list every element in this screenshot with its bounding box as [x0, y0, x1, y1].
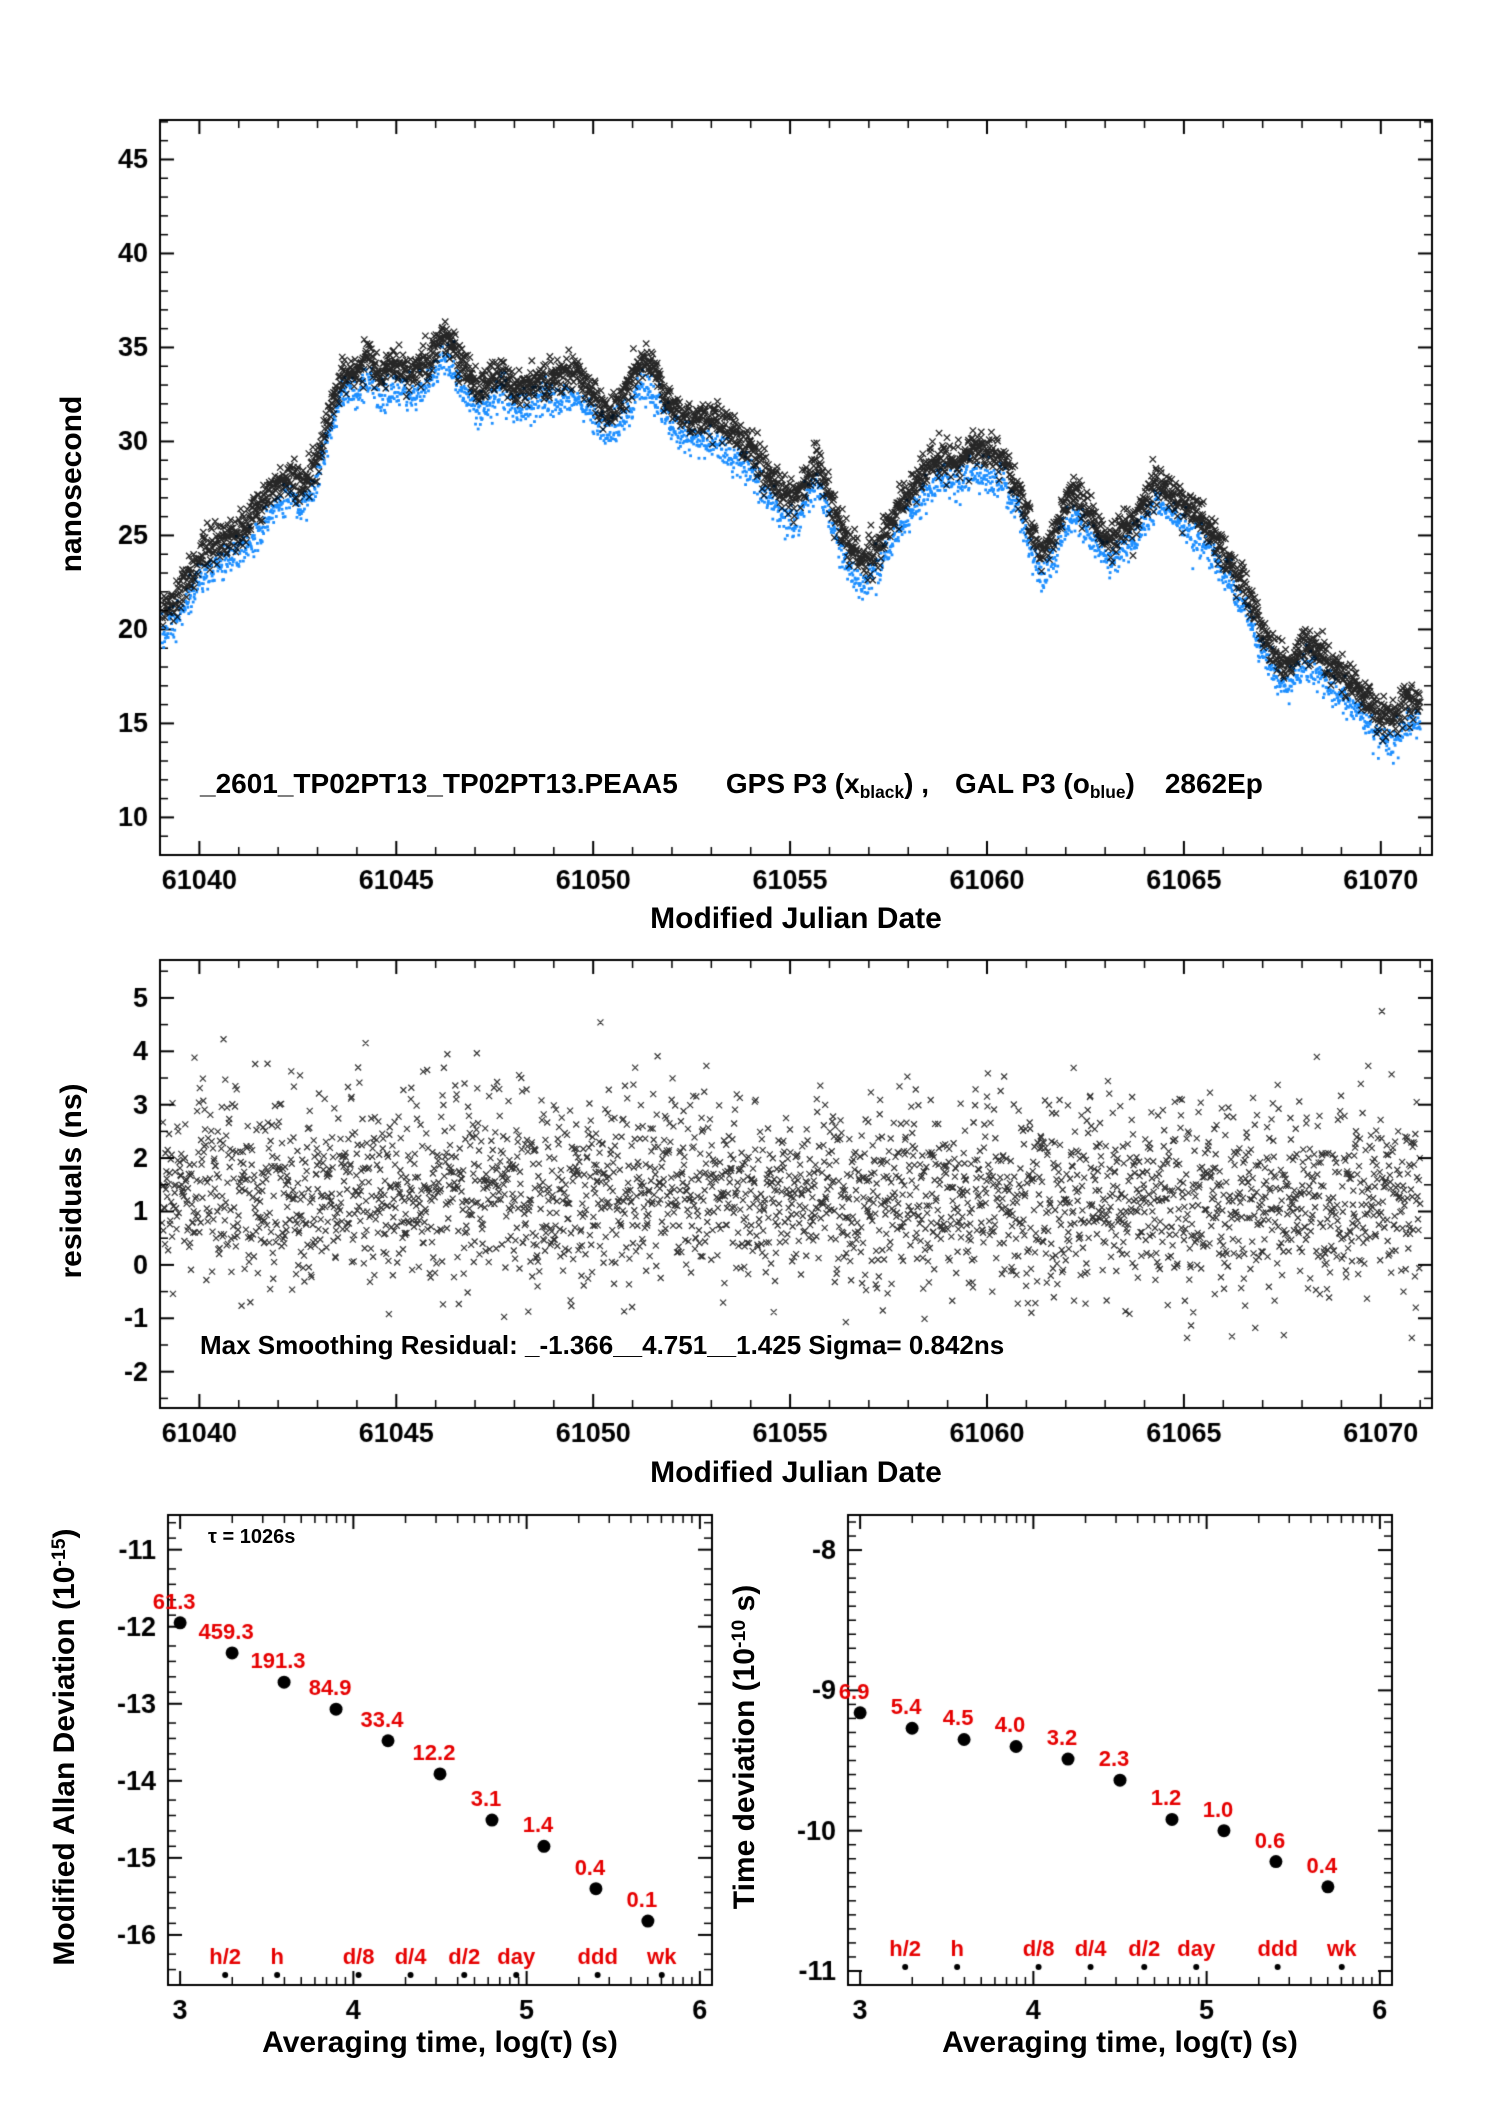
tdev-exponent: -10 [728, 1619, 751, 1648]
series2-label: GAL P3 (oblue) [954, 768, 1135, 803]
mad-exponent: -15 [48, 1538, 71, 1567]
tdev-xaxis-title: Averaging time, log(τ) (s) [942, 2026, 1298, 2059]
residual-xaxis-title: Modified Julian Date [650, 1456, 942, 1489]
tau-annotation: τ = 1026s [208, 1526, 296, 1548]
file-label: _2601_TP02PT13_TP02PT13.PEAA5 [200, 768, 678, 799]
mad-xaxis-title: Averaging time, log(τ) (s) [262, 2026, 618, 2059]
mad-yaxis-title: Modified Allan Deviation (10-15) [48, 1528, 81, 1966]
residual-annotation: Max Smoothing Residual: _-1.366__4.751__… [200, 1330, 1005, 1360]
series1-label: GPS P3 (xblack) , [725, 768, 929, 803]
residual-yaxis-title: residuals (ns) [55, 1083, 88, 1279]
top-yaxis-title: nanosecond [55, 395, 88, 573]
tdev-yaxis-title: Time deviation (10-10 s) [728, 1584, 761, 1910]
top-xaxis-title: Modified Julian Date [650, 902, 942, 935]
series1-color-sub: black [859, 782, 905, 803]
top-panel-annotation: _2601_TP02PT13_TP02PT13.PEAA5 GPS P3 (xbl… [200, 768, 1263, 803]
series2-color-sub: blue [1089, 782, 1126, 803]
epoch-count-label: 2862Ep [1164, 768, 1263, 799]
